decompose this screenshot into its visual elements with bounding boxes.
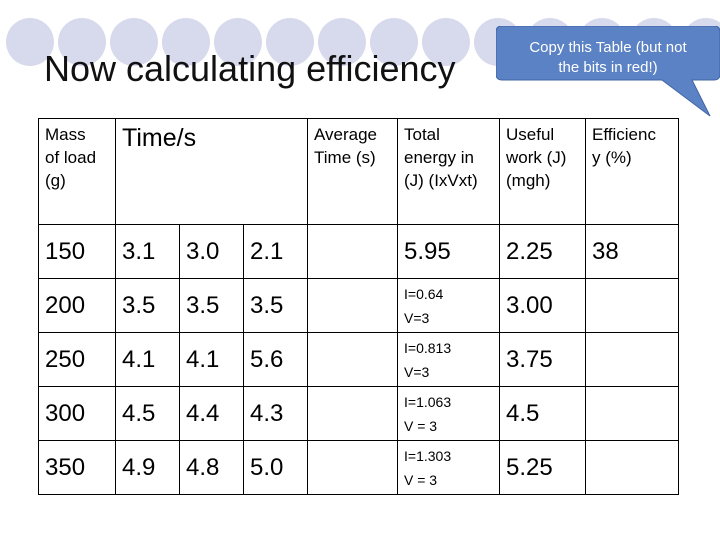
header-time-label: Time/s [122, 124, 197, 152]
decorative-circle [370, 18, 418, 66]
time-1-cell: 4.1 [115, 332, 180, 387]
current-value: I=0.813 [404, 339, 452, 356]
table-row: 250 4.1 4.1 5.6 I=0.813 V=3 3.75 [38, 332, 679, 387]
header-efficiency-line-1: Efficienc [592, 125, 656, 144]
average-cell [307, 440, 398, 495]
useful-work-cell: 4.5 [499, 386, 586, 441]
decorative-circle [162, 18, 210, 66]
header-useful-line-1: Useful [506, 125, 555, 144]
average-cell [307, 278, 398, 333]
table-row: 200 3.5 3.5 3.5 I=0.64 V=3 3.00 [38, 278, 679, 333]
efficiency-cell [585, 386, 679, 441]
header-total-line-3: (J) (IxVxt) [404, 171, 478, 190]
total-energy-cell: I=1.063 V = 3 [397, 386, 500, 441]
callout-line-1: Copy this Table (but not [529, 39, 687, 56]
current-value: I=1.063 [404, 393, 452, 410]
useful-work-cell: 3.75 [499, 332, 586, 387]
table-row: 350 4.9 4.8 5.0 I=1.303 V = 3 5.25 [38, 440, 679, 495]
current-value: I=0.64 [404, 285, 444, 302]
time-2-cell: 3.5 [179, 278, 244, 333]
mass-cell: 200 [38, 278, 116, 333]
time-1-cell: 3.1 [115, 224, 180, 279]
table-body: Mass of load (g) Time/s Average Time (s)… [38, 118, 679, 495]
time-1-cell: 3.5 [115, 278, 180, 333]
decorative-circle [266, 18, 314, 66]
mass-cell: 250 [38, 332, 116, 387]
header-row: Mass of load (g) Time/s Average Time (s)… [38, 118, 679, 225]
average-cell [307, 224, 398, 279]
efficiency-cell: 38 [585, 224, 679, 279]
decorative-circle [422, 18, 470, 66]
header-mass-line-3: (g) [45, 171, 66, 190]
header-average: Average Time (s) [307, 118, 398, 225]
header-mass: Mass of load (g) [38, 118, 116, 225]
time-2-cell: 3.0 [179, 224, 244, 279]
voltage-value: V=3 [404, 309, 430, 326]
header-useful: Useful work (J) (mgh) [499, 118, 586, 225]
time-3-cell: 4.3 [243, 386, 308, 441]
header-average-line-1: Average [314, 125, 378, 144]
useful-work-cell: 2.25 [499, 224, 586, 279]
header-efficiency: Efficienc y (%) [585, 118, 679, 225]
voltage-value: V = 3 [404, 471, 438, 488]
header-useful-line-3: (mgh) [506, 171, 551, 190]
total-energy-cell: I=0.64 V=3 [397, 278, 500, 333]
time-3-cell: 3.5 [243, 278, 308, 333]
decorative-circle [58, 18, 106, 66]
decorative-circle [318, 18, 366, 66]
average-cell [307, 386, 398, 441]
callout-note: Copy this Table (but not the bits in red… [504, 38, 712, 78]
time-2-cell: 4.4 [179, 386, 244, 441]
time-2-cell: 4.1 [179, 332, 244, 387]
mass-cell: 150 [38, 224, 116, 279]
average-cell [307, 332, 398, 387]
header-total-line-2: energy in [404, 148, 474, 167]
time-3-cell: 2.1 [243, 224, 308, 279]
time-2-cell: 4.8 [179, 440, 244, 495]
header-total-line-1: Total [404, 125, 440, 144]
header-mass-line-1: Mass [45, 125, 86, 144]
header-useful-line-2: work (J) [506, 148, 567, 167]
time-1-cell: 4.5 [115, 386, 180, 441]
mass-cell: 300 [38, 386, 116, 441]
voltage-value: V=3 [404, 363, 430, 380]
header-total: Total energy in (J) (IxVxt) [397, 118, 500, 225]
header-average-line-2: Time (s) [314, 148, 376, 167]
time-3-cell: 5.0 [243, 440, 308, 495]
decorative-circle [214, 18, 262, 66]
efficiency-cell [585, 440, 679, 495]
current-value: I=1.303 [404, 447, 452, 464]
mass-cell: 350 [38, 440, 116, 495]
useful-work-cell: 3.00 [499, 278, 586, 333]
time-1-cell: 4.9 [115, 440, 180, 495]
total-energy-cell: 5.95 [397, 224, 500, 279]
efficiency-table: Mass of load (g) Time/s Average Time (s)… [38, 118, 679, 495]
decorative-circle [6, 18, 54, 66]
voltage-value: V = 3 [404, 417, 438, 434]
table-row: 300 4.5 4.4 4.3 I=1.063 V = 3 4.5 [38, 386, 679, 441]
efficiency-cell [585, 278, 679, 333]
table-row: 150 3.1 3.0 2.1 5.95 2.25 38 [38, 224, 679, 279]
total-energy-cell: I=1.303 V = 3 [397, 440, 500, 495]
useful-work-cell: 5.25 [499, 440, 586, 495]
time-3-cell: 5.6 [243, 332, 308, 387]
efficiency-cell [585, 332, 679, 387]
total-energy-cell: I=0.813 V=3 [397, 332, 500, 387]
slide-title: Now calculating efficiency [44, 48, 456, 89]
header-efficiency-line-2: y (%) [592, 148, 632, 167]
header-mass-line-2: of load [45, 148, 97, 167]
decorative-circle [110, 18, 158, 66]
callout-line-2: the bits in red!) [558, 59, 658, 76]
header-time: Time/s [115, 118, 308, 225]
efficiency-value: 38 [592, 237, 619, 265]
